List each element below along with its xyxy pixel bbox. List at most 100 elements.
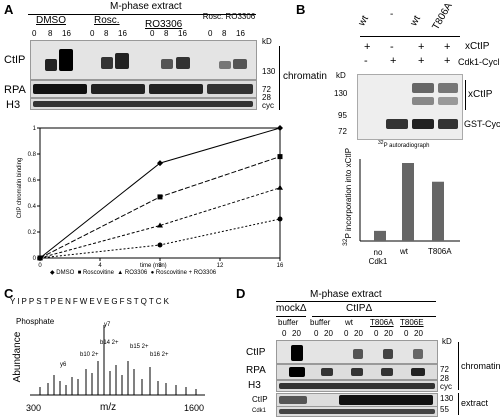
panel-c-ion-b10: b10 2+ (80, 352, 99, 358)
band (101, 57, 113, 69)
x-tick-label: 4 (98, 263, 102, 269)
band (59, 49, 73, 71)
panel-b-bar-xlabel-0: no Cdk1 (368, 248, 388, 266)
panel-d-extract-cdk1: Cdk1 (252, 408, 267, 414)
bar-0 (374, 230, 386, 241)
panel-b-cdk-label: Cdk1-CyclinB (458, 57, 500, 67)
tp: 0 (208, 29, 213, 38)
text: P incorporation into xCtIP (343, 147, 353, 239)
band (279, 396, 307, 404)
legend-rosc: Roscovitine (82, 270, 114, 276)
panel-a-mw-28: 28 (262, 93, 271, 102)
band (219, 61, 231, 69)
tp: 0 (32, 29, 37, 38)
panel-c-spectrum (30, 325, 205, 396)
sign: + (418, 55, 425, 67)
band (412, 119, 434, 129)
data-point-circle (277, 216, 283, 222)
panel-c-letter: C (4, 286, 14, 301)
tp: 20 (414, 329, 423, 338)
band (33, 101, 253, 107)
data-point-circle (157, 242, 163, 248)
band (91, 84, 145, 94)
panel-c-xmin: 300 (26, 403, 42, 413)
panel-d-chromatin-bracket (458, 342, 459, 390)
tp: 0 (314, 329, 319, 338)
panel-d-mw-55: 55 (440, 405, 449, 414)
panel-b-col-2: - (390, 9, 394, 20)
sign: - (390, 41, 394, 53)
panel-a-timepoints: 0 8 16 0 8 16 0 8 16 0 8 16 (30, 30, 260, 40)
panel-d-ctip-delta: CtIPΔ (346, 303, 373, 314)
band (413, 349, 423, 359)
band (351, 368, 363, 376)
band (176, 57, 190, 69)
panel-d-chromatin-label: chromatin (461, 361, 500, 371)
band (33, 84, 87, 94)
tp: 20 (324, 329, 333, 338)
band (115, 53, 129, 69)
panel-a-chart-xlabel: time (min) (140, 263, 167, 269)
tp: 8 (164, 29, 169, 38)
panel-d-cond-4: T806E (400, 318, 424, 327)
panel-b-band-xctip: xCtIP (468, 89, 493, 100)
x-tick-label: 16 (277, 263, 284, 269)
panel-d-row-rpa: RPA (246, 365, 266, 376)
panel-a-h3-blot (30, 98, 257, 110)
panel-b-col-3: wt (408, 13, 423, 28)
band (381, 368, 393, 376)
band (339, 395, 433, 405)
panel-d-cond-3: T806A (370, 318, 394, 327)
y-tick-label: 1 (33, 126, 37, 132)
legend-marker-dmso: ◆ (50, 270, 55, 276)
y-tick-label: 0.8 (28, 152, 37, 158)
panel-c-ion-y6: y6 (60, 362, 67, 368)
band (438, 83, 458, 93)
tp: 0 (90, 29, 95, 38)
panel-a-ctip-blot (30, 40, 257, 80)
plot-frame (39, 127, 281, 259)
panel-d-mw-130: 130 (440, 394, 454, 403)
panel-b-band-gst: GST-Cyclin B (464, 119, 500, 129)
tp: 8 (48, 29, 53, 38)
panel-b-bar-chart (359, 159, 460, 242)
tp: 0 (282, 329, 287, 338)
panel-d-extract-ctip-blot (276, 393, 438, 407)
panel-a-cond-rosc-ro: Rosc. RO3306 (202, 12, 256, 21)
panel-d-ctip-rule (312, 316, 436, 317)
tp: 16 (236, 29, 245, 38)
bar-1 (402, 163, 414, 241)
band (149, 84, 203, 94)
legend-marker-ro: ▲ (117, 270, 124, 276)
panel-d-extract-cdk1-blot (276, 406, 438, 417)
sign: + (444, 55, 451, 67)
panel-a-row-ctip: CtIP (4, 54, 26, 66)
panel-b-mw-95: 95 (338, 111, 347, 120)
panel-b-xctip-bracket (465, 80, 466, 110)
band (207, 84, 253, 94)
data-point-square (157, 194, 163, 200)
panel-b-bar-ylabel: 32P incorporation into xCtIP (342, 147, 353, 247)
band (321, 368, 333, 376)
band (412, 83, 434, 93)
panel-d-ctip-blot (276, 340, 438, 364)
panel-a-mw-cyc: cyc (262, 101, 274, 110)
panel-c-xlabel: m/z (100, 402, 117, 413)
tp: 20 (354, 329, 363, 338)
panel-a-mw-130: 130 (262, 67, 276, 76)
legend-marker-rosc: ■ (77, 270, 82, 276)
y-tick-label: 0.4 (28, 204, 37, 210)
tp: 0 (404, 329, 409, 338)
panel-d-row-ctip: CtIP (246, 347, 266, 358)
tp: 20 (384, 329, 393, 338)
panel-d-extract-ctip: CtIP (252, 395, 268, 404)
text: P autoradiograph (383, 143, 430, 149)
tp: 16 (178, 29, 187, 38)
panel-a-line-chart: 0 4 8 12 16 0 0.2 0.4 0.6 0.8 1 (28, 125, 284, 269)
panel-d-rpa-blot (276, 364, 438, 380)
sign: - (364, 55, 368, 67)
panel-b-bar-xlabel-1: wt (400, 247, 408, 256)
tp: 8 (222, 29, 227, 38)
band (291, 345, 303, 361)
data-point-diamond (157, 160, 163, 167)
